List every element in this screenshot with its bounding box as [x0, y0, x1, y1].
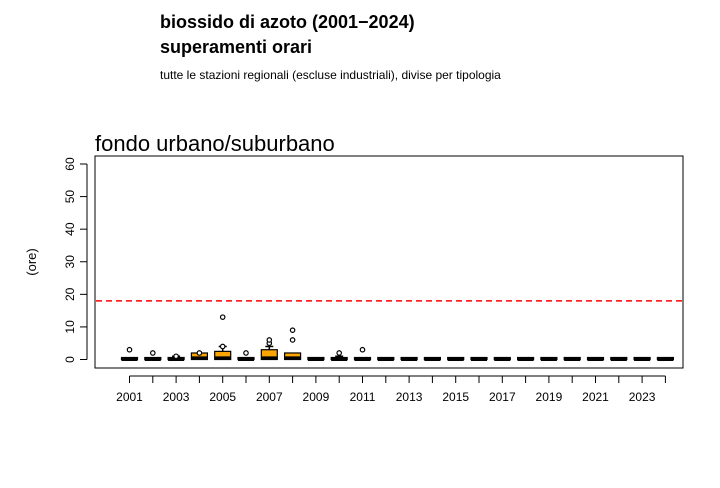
box-outlier	[173, 353, 179, 360]
x-tick-label: 2019	[536, 390, 563, 404]
y-tick-label: 20	[63, 287, 77, 301]
x-tick-label: 2023	[629, 390, 656, 404]
box-body	[214, 350, 232, 361]
x-tick-label: 2005	[209, 390, 236, 404]
chart-main-title: biossido di azoto (2001−2024)	[160, 12, 415, 32]
box-outlier	[196, 350, 203, 356]
y-tick-label: 40	[63, 222, 77, 236]
box-outlier	[243, 350, 249, 356]
x-tick-label: 2003	[163, 390, 190, 404]
y-tick-label: 30	[63, 255, 77, 269]
box-outlier	[266, 337, 273, 343]
x-tick-label: 2021	[582, 390, 609, 404]
box-outlier	[219, 314, 226, 320]
x-tick-label: 2013	[396, 390, 423, 404]
box-outlier	[359, 346, 366, 353]
y-tick-label: 10	[63, 320, 77, 334]
x-tick-label: 2007	[256, 390, 283, 404]
x-tick-label: 2017	[489, 390, 516, 404]
y-tick-label: 60	[63, 157, 77, 171]
y-tick-label: 50	[63, 190, 77, 204]
box-outlier	[336, 350, 343, 356]
x-tick-label: 2015	[442, 390, 469, 404]
box-outlier	[289, 327, 296, 333]
box-outlier	[289, 337, 296, 343]
box-outlier	[126, 346, 133, 353]
y-tick-label: 0	[63, 356, 77, 363]
chart-subtitle: superamenti orari	[160, 37, 313, 57]
box-body	[284, 352, 302, 361]
box-outlier	[219, 343, 226, 350]
x-tick-label: 2001	[116, 390, 143, 404]
box-outlier	[150, 350, 156, 356]
y-axis-label: (ore)	[24, 248, 39, 275]
chart-note: tutte le stazioni regionali (escluse ind…	[160, 68, 501, 82]
box-body	[260, 349, 278, 361]
x-tick-label: 2009	[303, 390, 330, 404]
x-tick-label: 2011	[350, 390, 376, 404]
plot-frame	[94, 155, 684, 369]
panel-title: fondo urbano/suburbano	[95, 131, 335, 156]
